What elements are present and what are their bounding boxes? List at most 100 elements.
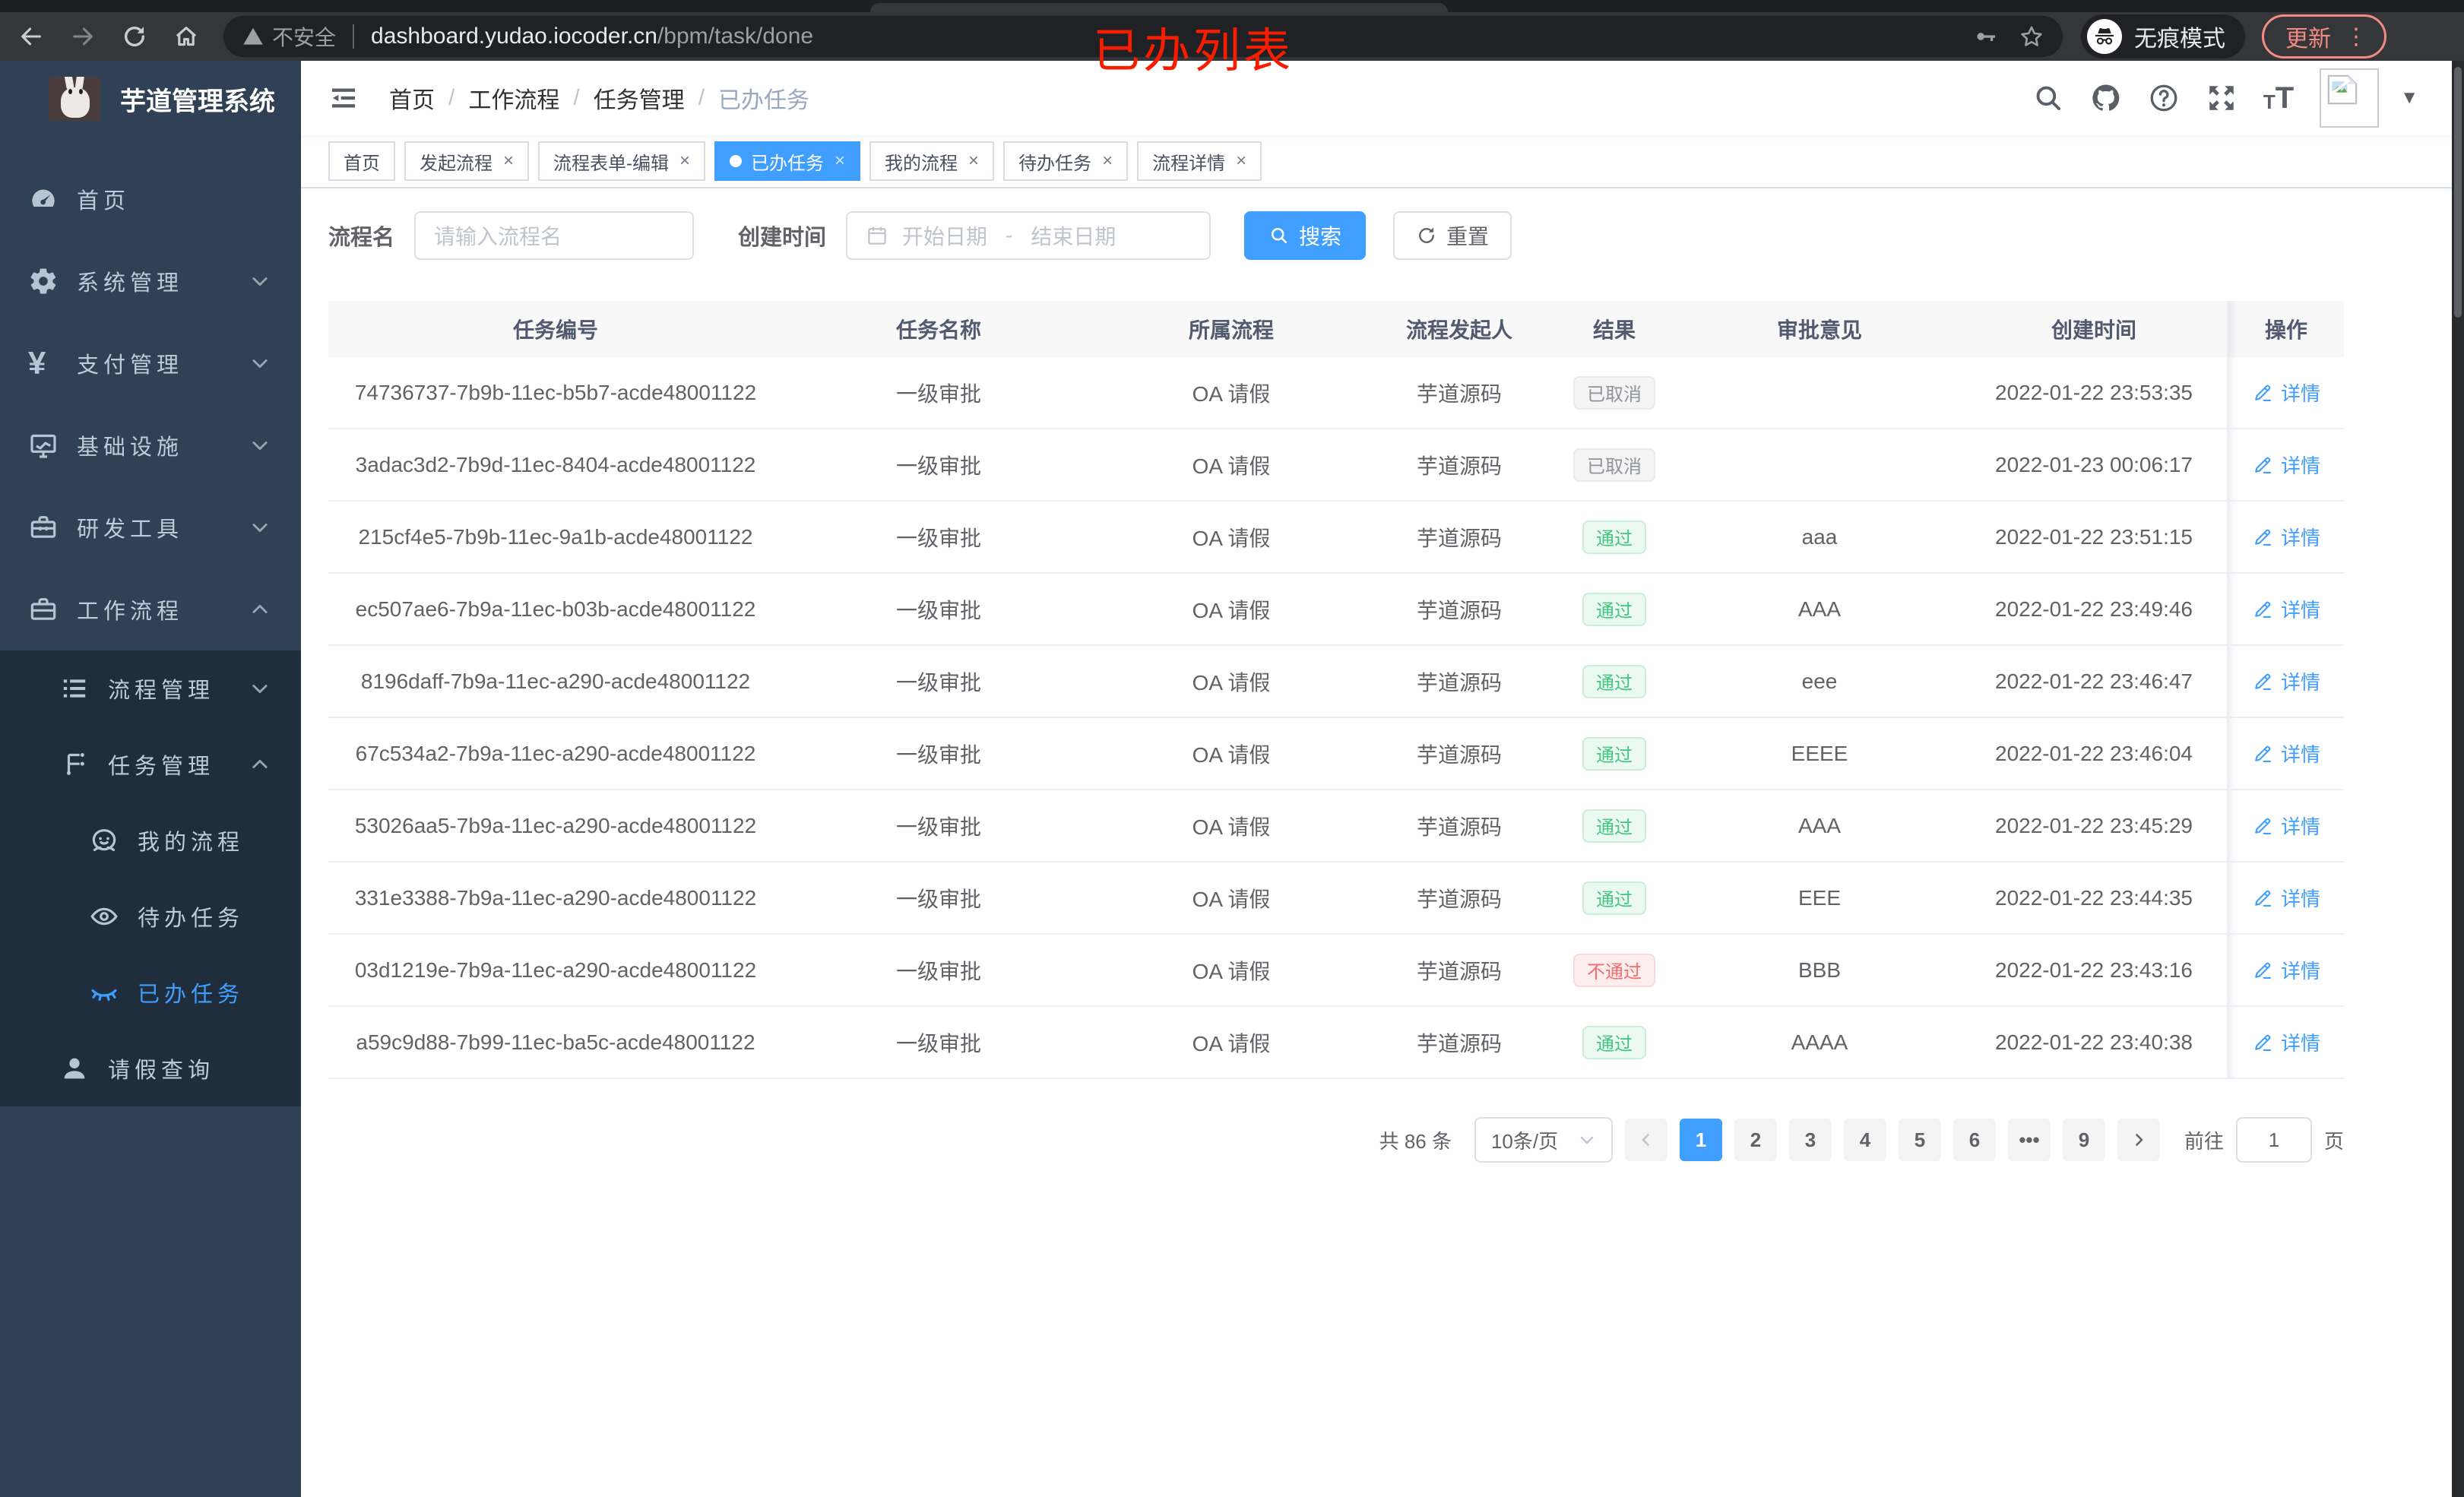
- close-icon[interactable]: ×: [968, 150, 980, 171]
- result-badge: 通过: [1582, 809, 1646, 843]
- column-header-6: 创建时间: [2051, 318, 2136, 342]
- url-text[interactable]: dashboard.yudao.iocoder.cn/bpm/task/done: [371, 24, 814, 49]
- github-icon[interactable]: [2090, 82, 2122, 114]
- sidebar-item-5[interactable]: 工作流程: [0, 568, 301, 650]
- page-button-2[interactable]: 2: [1734, 1119, 1777, 1161]
- cell-comment: BBB: [1797, 957, 1842, 982]
- page-button-5[interactable]: 5: [1898, 1119, 1941, 1161]
- close-icon[interactable]: ×: [1102, 150, 1113, 171]
- search-icon[interactable]: [2032, 82, 2064, 114]
- update-button[interactable]: 更新 ⋮: [2262, 14, 2386, 59]
- dashboard-icon: [28, 184, 68, 214]
- cell-actions: 详情: [2227, 718, 2344, 789]
- breadcrumb-item-2[interactable]: 任务管理: [593, 88, 685, 113]
- sidebar-item-label: 待办任务: [138, 907, 245, 931]
- result-badge: 不通过: [1573, 953, 1655, 987]
- browser-menu-icon[interactable]: ⋮: [2345, 24, 2369, 49]
- scrollbar-thumb[interactable]: [2454, 67, 2462, 318]
- tag-6[interactable]: 流程详情 ×: [1137, 141, 1262, 181]
- browser-active-tab[interactable]: [870, 3, 1448, 12]
- bookmark-star-icon[interactable]: [2019, 24, 2044, 49]
- detail-link[interactable]: 详情: [2252, 595, 2320, 623]
- breadcrumb-item-0[interactable]: 首页: [389, 88, 435, 113]
- detail-link[interactable]: 详情: [2252, 1028, 2320, 1056]
- sidebar-collapse-icon[interactable]: [328, 83, 359, 113]
- tag-label: 流程表单-编辑: [553, 153, 670, 174]
- next-page-button[interactable]: [2117, 1119, 2160, 1161]
- reset-button[interactable]: 重置: [1393, 211, 1512, 260]
- sidebar-item-7[interactable]: 任务管理: [0, 726, 301, 802]
- tag-1[interactable]: 发起流程 ×: [404, 141, 530, 181]
- incognito-badge: 无痕模式: [2081, 14, 2245, 59]
- close-icon[interactable]: ×: [835, 150, 846, 171]
- caret-down-icon[interactable]: ▼: [2400, 87, 2418, 108]
- date-range-input[interactable]: 开始日期 - 结束日期: [846, 211, 1211, 260]
- cell-process: OA 请假: [1192, 526, 1271, 550]
- pen-icon: [2252, 527, 2273, 548]
- close-icon[interactable]: ×: [503, 150, 515, 171]
- browser-toolbar: 不安全 dashboard.yudao.iocoder.cn/bpm/task/…: [0, 12, 2464, 61]
- sidebar-item-9[interactable]: 待办任务: [0, 878, 301, 954]
- table-row-1: 3adac3d2-7b9d-11ec-8404-acde48001122 一级审批…: [328, 429, 2344, 502]
- detail-link[interactable]: 详情: [2252, 451, 2320, 479]
- url-bar[interactable]: 不安全 dashboard.yudao.iocoder.cn/bpm/task/…: [223, 16, 2063, 57]
- detail-link[interactable]: 详情: [2252, 378, 2320, 407]
- breadcrumb-item-1[interactable]: 工作流程: [468, 88, 560, 113]
- tag-0[interactable]: 首页: [328, 141, 395, 181]
- page-button-3[interactable]: 3: [1788, 1119, 1832, 1161]
- detail-link[interactable]: 详情: [2252, 739, 2320, 767]
- pen-icon: [2252, 743, 2273, 764]
- detail-link[interactable]: 详情: [2252, 667, 2320, 695]
- sidebar-item-1[interactable]: 系统管理: [0, 240, 301, 322]
- tag-3[interactable]: 已办任务 ×: [714, 141, 861, 181]
- page-jump-input[interactable]: 1: [2235, 1117, 2312, 1163]
- sidebar-item-label: 我的流程: [138, 831, 245, 855]
- more-pages-icon[interactable]: •••: [2007, 1119, 2051, 1161]
- cell-create-time: 2022-01-22 23:43:16: [1995, 957, 2193, 982]
- browser-tabstrip: [0, 0, 2464, 12]
- process-name-input[interactable]: 请输入流程名: [414, 211, 695, 260]
- cell-task-id: 3adac3d2-7b9d-11ec-8404-acde48001122: [355, 452, 756, 476]
- detail-link[interactable]: 详情: [2252, 884, 2320, 912]
- home-icon[interactable]: [166, 16, 207, 57]
- browser-scrollbar[interactable]: [2452, 61, 2464, 1497]
- page-button-1[interactable]: 1: [1679, 1119, 1722, 1161]
- key-icon[interactable]: [1973, 24, 1999, 49]
- page-button-4[interactable]: 4: [1843, 1119, 1886, 1161]
- cell-create-time: 2022-01-22 23:46:47: [1995, 669, 2193, 693]
- close-icon[interactable]: ×: [679, 150, 691, 171]
- cell-process: OA 请假: [1192, 598, 1271, 622]
- detail-link[interactable]: 详情: [2252, 523, 2320, 551]
- tag-4[interactable]: 我的流程 ×: [869, 141, 995, 181]
- forward-icon[interactable]: [62, 16, 103, 57]
- tag-5[interactable]: 待办任务 ×: [1003, 141, 1129, 181]
- not-secure-warning[interactable]: 不安全: [242, 21, 336, 52]
- help-icon[interactable]: [2148, 82, 2180, 114]
- fullscreen-icon[interactable]: [2206, 82, 2238, 114]
- sidebar-logo[interactable]: 芋道管理系统: [0, 61, 301, 128]
- sidebar-item-0[interactable]: 首页: [0, 158, 301, 240]
- close-icon[interactable]: ×: [1236, 150, 1247, 171]
- sidebar-item-6[interactable]: 流程管理: [0, 650, 301, 726]
- reload-icon[interactable]: [114, 16, 155, 57]
- page-button-9[interactable]: 9: [2062, 1119, 2105, 1161]
- detail-link[interactable]: 详情: [2252, 956, 2320, 984]
- page-button-6[interactable]: 6: [1953, 1119, 1996, 1161]
- detail-link[interactable]: 详情: [2252, 812, 2320, 840]
- chevron-down-icon: [249, 353, 271, 374]
- back-icon[interactable]: [11, 16, 52, 57]
- page-size-select[interactable]: 10条/页: [1474, 1117, 1613, 1163]
- sidebar-item-2[interactable]: ¥ 支付管理: [0, 322, 301, 404]
- cell-starter: 芋道源码: [1416, 381, 1502, 406]
- sidebar-item-8[interactable]: 我的流程: [0, 802, 301, 878]
- sidebar-item-label: 请假查询: [108, 1059, 215, 1083]
- sidebar-item-11[interactable]: 请假查询: [0, 1030, 301, 1106]
- sidebar-item-4[interactable]: 研发工具: [0, 486, 301, 568]
- prev-page-button[interactable]: [1624, 1119, 1667, 1161]
- sidebar-item-3[interactable]: 基础设施: [0, 404, 301, 486]
- sidebar-item-10[interactable]: 已办任务: [0, 954, 301, 1030]
- avatar[interactable]: [2320, 68, 2380, 128]
- search-button[interactable]: 搜索: [1244, 211, 1367, 260]
- tag-2[interactable]: 流程表单-编辑 ×: [538, 141, 706, 181]
